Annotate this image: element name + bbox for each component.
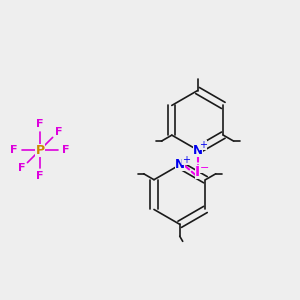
Text: P: P [35, 143, 45, 157]
Text: F: F [62, 145, 70, 155]
Text: +: + [199, 140, 207, 150]
Text: F: F [18, 164, 25, 173]
Text: N: N [193, 143, 202, 157]
Text: −: − [200, 163, 209, 173]
Text: +: + [182, 154, 190, 164]
Text: F: F [36, 119, 44, 129]
Text: I: I [195, 165, 200, 179]
Text: F: F [55, 127, 62, 136]
Text: F: F [36, 171, 44, 181]
Text: F: F [10, 145, 18, 155]
Text: N: N [175, 158, 185, 171]
